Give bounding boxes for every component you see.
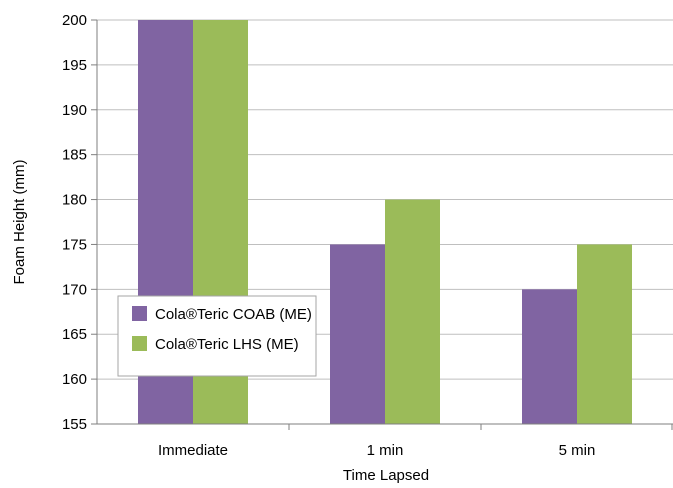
y-tick-label: 180 <box>62 192 87 209</box>
y-tick-label: 165 <box>62 326 87 343</box>
y-tick-labels: 155 160 165 170 175 180 185 190 195 200 <box>62 12 87 433</box>
legend: Cola®Teric COAB (ME) Cola®Teric LHS (ME) <box>117 295 317 377</box>
legend-swatch-1 <box>132 336 147 351</box>
x-tick-labels: Immediate 1 min 5 min <box>158 442 595 459</box>
x-tick-label: 1 min <box>367 442 404 459</box>
legend-swatch-0 <box>132 306 147 321</box>
bar-coab-2 <box>522 289 577 424</box>
legend-label-1: Cola®Teric LHS (ME) <box>155 336 299 353</box>
y-tick-label: 175 <box>62 236 87 253</box>
y-tick-label: 190 <box>62 102 87 119</box>
x-tick-label: 5 min <box>559 442 596 459</box>
y-tick-label: 170 <box>62 281 87 298</box>
y-tick-label: 155 <box>62 416 87 433</box>
bar-lhs-1 <box>385 199 440 424</box>
axes <box>91 19 673 430</box>
y-tick-label: 160 <box>62 371 87 388</box>
y-tick-label: 200 <box>62 12 87 29</box>
bar-coab-1 <box>330 244 385 424</box>
x-tick-label: Immediate <box>158 442 228 459</box>
legend-box <box>117 295 317 377</box>
y-tick-label: 195 <box>62 57 87 74</box>
y-axis-title: Foam Height (mm) <box>11 159 28 284</box>
legend-label-0: Cola®Teric COAB (ME) <box>155 306 312 323</box>
y-tick-label: 185 <box>62 147 87 164</box>
bar-lhs-2 <box>577 244 632 424</box>
x-axis-title: Time Lapsed <box>343 467 429 484</box>
